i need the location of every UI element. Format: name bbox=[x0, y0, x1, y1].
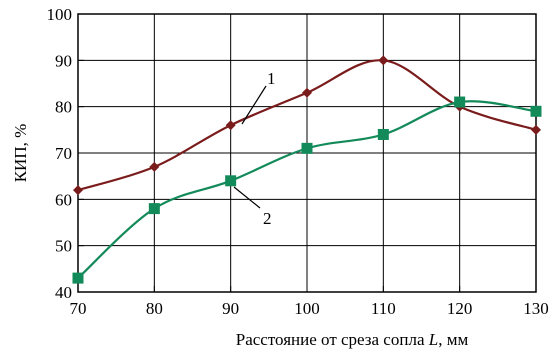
grid-lines bbox=[78, 14, 536, 292]
data-point-series-2 bbox=[301, 142, 313, 154]
y-axis-ticks: 40 50 60 70 80 90 100 bbox=[47, 5, 84, 302]
x-tick-label: 100 bbox=[294, 299, 320, 318]
y-tick-label: 60 bbox=[55, 190, 72, 209]
annotation-leader-2 bbox=[233, 186, 261, 209]
data-point-series-1 bbox=[531, 124, 541, 135]
data-point-series-1 bbox=[225, 120, 236, 131]
data-point-series-2 bbox=[454, 96, 466, 108]
x-tick-label: 130 bbox=[523, 299, 549, 318]
x-tick-label: 70 bbox=[70, 299, 87, 318]
y-tick-label: 50 bbox=[55, 237, 72, 256]
x-tick-label: 110 bbox=[371, 299, 396, 318]
x-axis-label: Расстояние от среза сопла L, мм bbox=[236, 330, 469, 349]
y-tick-label: 100 bbox=[47, 5, 73, 24]
x-axis-ticks: 70 80 90 100 110 120 130 bbox=[70, 286, 549, 318]
data-point-series-1 bbox=[378, 55, 389, 66]
y-tick-label: 40 bbox=[55, 283, 72, 302]
data-point-series-2 bbox=[72, 272, 84, 284]
data-point-series-2 bbox=[377, 128, 389, 140]
series-layer bbox=[72, 55, 542, 284]
y-axis-label: КИП, % bbox=[11, 124, 30, 183]
x-axis-label-unit: , мм bbox=[438, 330, 468, 349]
x-axis-label-text: Расстояние от среза сопла bbox=[236, 330, 425, 349]
data-point-series-2 bbox=[148, 203, 160, 215]
y-tick-label: 70 bbox=[55, 144, 72, 163]
y-tick-label: 80 bbox=[55, 98, 72, 117]
annotation-leader-1 bbox=[241, 85, 267, 125]
data-point-series-2 bbox=[530, 105, 542, 117]
annotation-label-2: 2 bbox=[263, 209, 272, 228]
data-point-series-1 bbox=[302, 87, 312, 98]
data-point-series-1 bbox=[73, 185, 83, 196]
x-tick-label: 80 bbox=[146, 299, 163, 318]
data-point-series-1 bbox=[149, 161, 160, 172]
x-axis-label-variable: L bbox=[428, 330, 438, 349]
y-tick-label: 90 bbox=[55, 51, 72, 70]
x-tick-label: 90 bbox=[222, 299, 239, 318]
data-point-series-2 bbox=[225, 175, 237, 187]
annotation-label-1: 1 bbox=[267, 69, 276, 88]
x-tick-label: 120 bbox=[447, 299, 473, 318]
